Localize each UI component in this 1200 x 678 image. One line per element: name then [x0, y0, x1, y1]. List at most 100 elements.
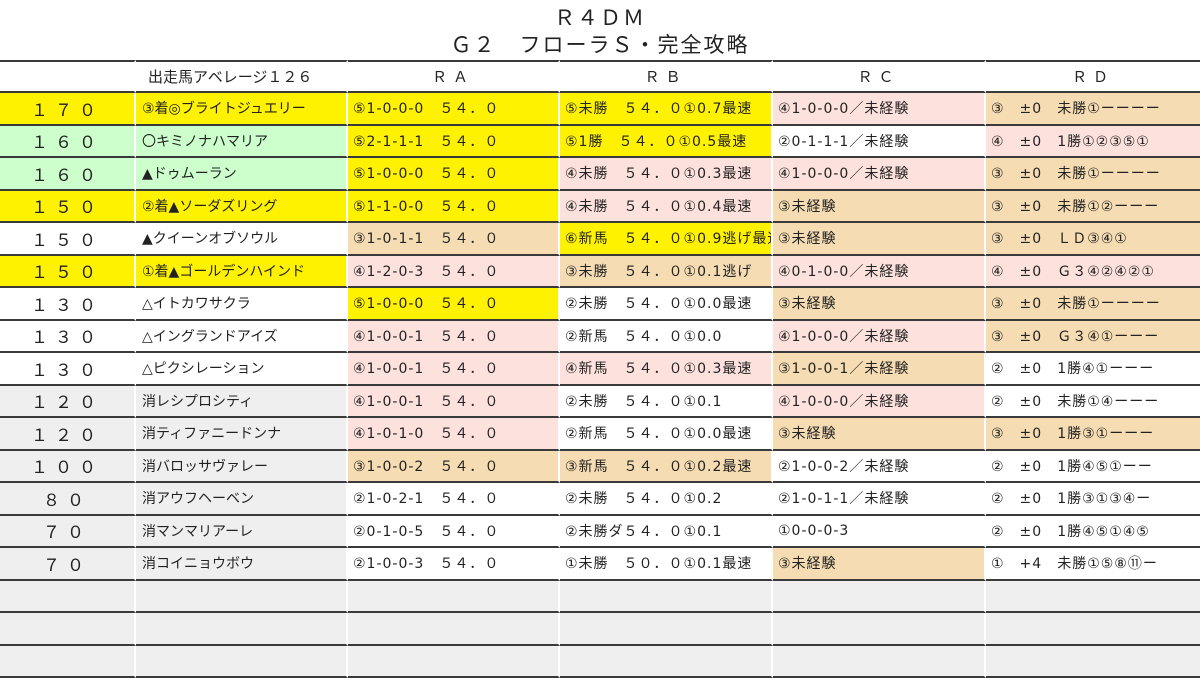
page-subtitle: Ｇ２ フローラＳ・完全攻略	[0, 29, 1200, 59]
rc-cell: ④0-1-0-0／未経験	[773, 256, 986, 289]
rb-cell: ③未勝 ５４．０①0.1逃げ	[560, 256, 773, 289]
score-cell: １６０	[0, 158, 136, 191]
horse-name-cell: ②着▲ソーダズリング	[136, 191, 348, 224]
rc-cell: ③未経験	[773, 191, 986, 224]
empty-cell	[986, 613, 1200, 646]
rd-cell: ③ ±0 Ｇ３④①ーーー	[986, 321, 1200, 354]
empty-row	[0, 613, 1200, 646]
empty-cell	[773, 646, 986, 678]
horse-name-cell: 〇キミノナハマリア	[136, 126, 348, 159]
score-cell: ７０	[0, 516, 136, 549]
empty-cell	[348, 613, 560, 646]
rc-cell: ③未経験	[773, 418, 986, 451]
ra-cell: ⑤1-0-0-0 ５４．０	[348, 93, 560, 126]
rc-cell: ③未経験	[773, 288, 986, 321]
horse-name-cell: 消マンマリアーレ	[136, 516, 348, 549]
rc-cell: ③未経験	[773, 548, 986, 581]
ra-cell: ②1-0-2-1 ５４．０	[348, 483, 560, 516]
score-cell: １５０	[0, 223, 136, 256]
ra-cell: ⑤1-0-0-0 ５４．０	[348, 288, 560, 321]
header-horse: 出走馬アベレージ１２６	[136, 60, 348, 93]
horse-name-cell: 消ティファニードンナ	[136, 418, 348, 451]
rb-cell: ②新馬 ５４．０①0.0	[560, 321, 773, 354]
empty-cell	[136, 581, 348, 614]
header-score	[0, 60, 136, 93]
horse-name-cell: △ピクシレーション	[136, 353, 348, 386]
rb-cell: ②未勝ダ５４．０①0.1	[560, 516, 773, 549]
rd-cell: ③ ±0 未勝①ーーーー	[986, 288, 1200, 321]
ra-cell: ②1-0-0-3 ５４．０	[348, 548, 560, 581]
empty-cell	[986, 646, 1200, 678]
rd-cell: ④ ±0 Ｇ３④②④②①	[986, 256, 1200, 289]
empty-cell	[560, 613, 773, 646]
horse-name-cell: ▲ドゥムーラン	[136, 158, 348, 191]
ra-cell: ④1-0-0-1 ５４．０	[348, 321, 560, 354]
horse-name-cell: ③着◎ブライトジュエリー	[136, 93, 348, 126]
rd-cell: ③ ±0 ＬＤ③④①	[986, 223, 1200, 256]
score-cell: １３０	[0, 321, 136, 354]
rb-cell: ②未勝 ５４．０①0.2	[560, 483, 773, 516]
empty-cell	[348, 646, 560, 678]
rc-cell: ②1-0-1-1／未経験	[773, 483, 986, 516]
score-cell: ７０	[0, 548, 136, 581]
rd-cell: ④ ±0 1勝①②③⑤①	[986, 126, 1200, 159]
score-cell: １７０	[0, 93, 136, 126]
header-rd: ＲＤ	[986, 60, 1200, 93]
rd-cell: ③ ±0 未勝①②ーーー	[986, 191, 1200, 224]
empty-row	[0, 646, 1200, 678]
horse-name-cell: 消バロッサヴァレー	[136, 451, 348, 484]
empty-cell	[773, 613, 986, 646]
score-cell: １５０	[0, 191, 136, 224]
header-ra: ＲＡ	[348, 60, 560, 93]
score-cell: １２０	[0, 386, 136, 419]
rc-cell: ②0-1-1-1／未経験	[773, 126, 986, 159]
rd-cell: ② ±0 1勝③①③④ー	[986, 483, 1200, 516]
empty-cell	[560, 646, 773, 678]
rc-cell: ③未経験	[773, 223, 986, 256]
rc-cell: ④1-0-0-0／未経験	[773, 158, 986, 191]
rd-cell: ③ ±0 未勝①ーーーー	[986, 93, 1200, 126]
ra-cell: ④1-0-0-1 ５４．０	[348, 386, 560, 419]
ra-cell: ⑤1-0-0-0 ５４．０	[348, 158, 560, 191]
rc-cell: ④1-0-0-0／未経験	[773, 386, 986, 419]
page-title: Ｒ４ＤＭ	[0, 2, 1200, 32]
rb-cell: ⑤未勝 ５４．０①0.7最速	[560, 93, 773, 126]
rd-cell: ② ±0 1勝④⑤①ーー	[986, 451, 1200, 484]
horse-name-cell: △イングランドアイズ	[136, 321, 348, 354]
score-cell: １３０	[0, 288, 136, 321]
empty-cell	[560, 581, 773, 614]
empty-cell	[0, 581, 136, 614]
empty-cell	[136, 646, 348, 678]
header-rc: ＲＣ	[773, 60, 986, 93]
empty-cell	[0, 613, 136, 646]
rb-cell: ④未勝 ５４．０①0.4最速	[560, 191, 773, 224]
rd-cell: ③ ±0 未勝①ーーーー	[986, 158, 1200, 191]
rb-cell: ⑥新馬 ５４．０①0.9逃げ最速	[560, 223, 773, 256]
horse-name-cell: 消レシプロシティ	[136, 386, 348, 419]
horse-name-cell: △イトカワサクラ	[136, 288, 348, 321]
rc-cell: ②1-0-0-2／未経験	[773, 451, 986, 484]
score-cell: １２０	[0, 418, 136, 451]
rd-cell: ② ±0 1勝④①ーーー	[986, 353, 1200, 386]
rb-cell: ④新馬 ５４．０①0.3最速	[560, 353, 773, 386]
rd-cell: ② ±0 未勝①④ーーー	[986, 386, 1200, 419]
score-cell: １３０	[0, 353, 136, 386]
empty-row	[0, 581, 1200, 614]
table-header-row: 出走馬アベレージ１２６ ＲＡ ＲＢ ＲＣ ＲＤ	[0, 60, 1200, 93]
rb-cell: ①未勝 ５０．０①0.1最速	[560, 548, 773, 581]
rc-cell: ①0-0-0-3	[773, 516, 986, 549]
rb-cell: ②未勝 ５４．０①0.1	[560, 386, 773, 419]
rc-cell: ④1-0-0-0／未経験	[773, 321, 986, 354]
ra-cell: ⑤1-1-0-0 ５４．０	[348, 191, 560, 224]
